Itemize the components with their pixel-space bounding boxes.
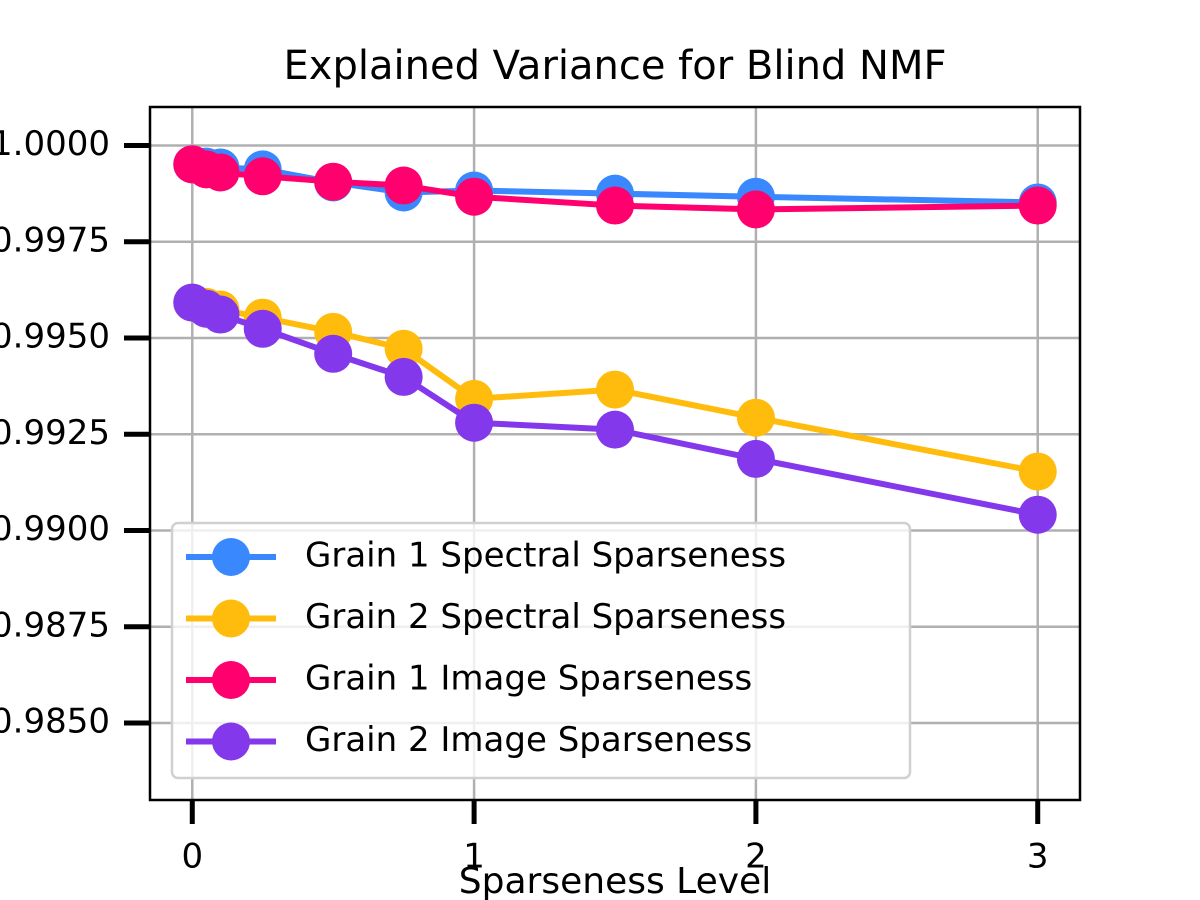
data-point — [1018, 186, 1057, 225]
data-point — [314, 162, 353, 201]
y-tick-label: 0.9875 — [0, 605, 110, 645]
legend-marker — [212, 722, 250, 761]
plot-frame — [148, 105, 1082, 802]
data-point — [384, 166, 423, 205]
data-point — [384, 329, 423, 368]
y-tick-label: 1.0000 — [0, 124, 110, 164]
legend-label: Grain 2 Image Sparseness — [305, 720, 752, 760]
legend-marker — [212, 599, 250, 638]
legend-marker — [212, 661, 250, 699]
legend-label: Grain 2 Spectral Sparseness — [305, 597, 786, 637]
x-tick-label: 2 — [745, 837, 767, 877]
legend-marker — [212, 538, 250, 576]
y-tick-label: 0.9900 — [0, 509, 110, 549]
data-point — [596, 370, 634, 409]
x-axis-label: Sparseness Level — [459, 861, 771, 900]
data-point — [596, 410, 634, 449]
x-tick-label: 1 — [463, 837, 485, 877]
data-point — [201, 295, 240, 334]
data-point — [1018, 495, 1057, 534]
y-tick-label: 0.9950 — [0, 317, 110, 357]
data-point — [596, 186, 634, 225]
data-point — [243, 309, 282, 348]
data-point — [243, 157, 282, 196]
legend-label: Grain 1 Spectral Sparseness — [305, 536, 786, 576]
data-point — [1018, 452, 1057, 491]
data-point — [736, 439, 775, 478]
y-tick-label: 0.9850 — [0, 702, 110, 742]
data-point — [314, 334, 353, 373]
x-tick-label: 3 — [1027, 837, 1049, 877]
y-tick-label: 0.9925 — [0, 413, 110, 453]
y-tick-label: 0.9975 — [0, 220, 110, 260]
chart-title: Explained Variance for Blind NMF — [284, 43, 947, 89]
x-tick-label: 0 — [181, 837, 203, 877]
data-point — [384, 357, 423, 396]
data-point — [736, 398, 775, 437]
data-point — [201, 153, 240, 192]
legend: Grain 1 Spectral Sparseness Grain 2 Spect… — [170, 521, 912, 780]
legend-label: Grain 1 Image Sparseness — [305, 659, 752, 699]
data-point — [736, 190, 775, 229]
data-point — [455, 177, 494, 216]
legend-box — [170, 521, 912, 780]
data-point — [455, 403, 494, 442]
